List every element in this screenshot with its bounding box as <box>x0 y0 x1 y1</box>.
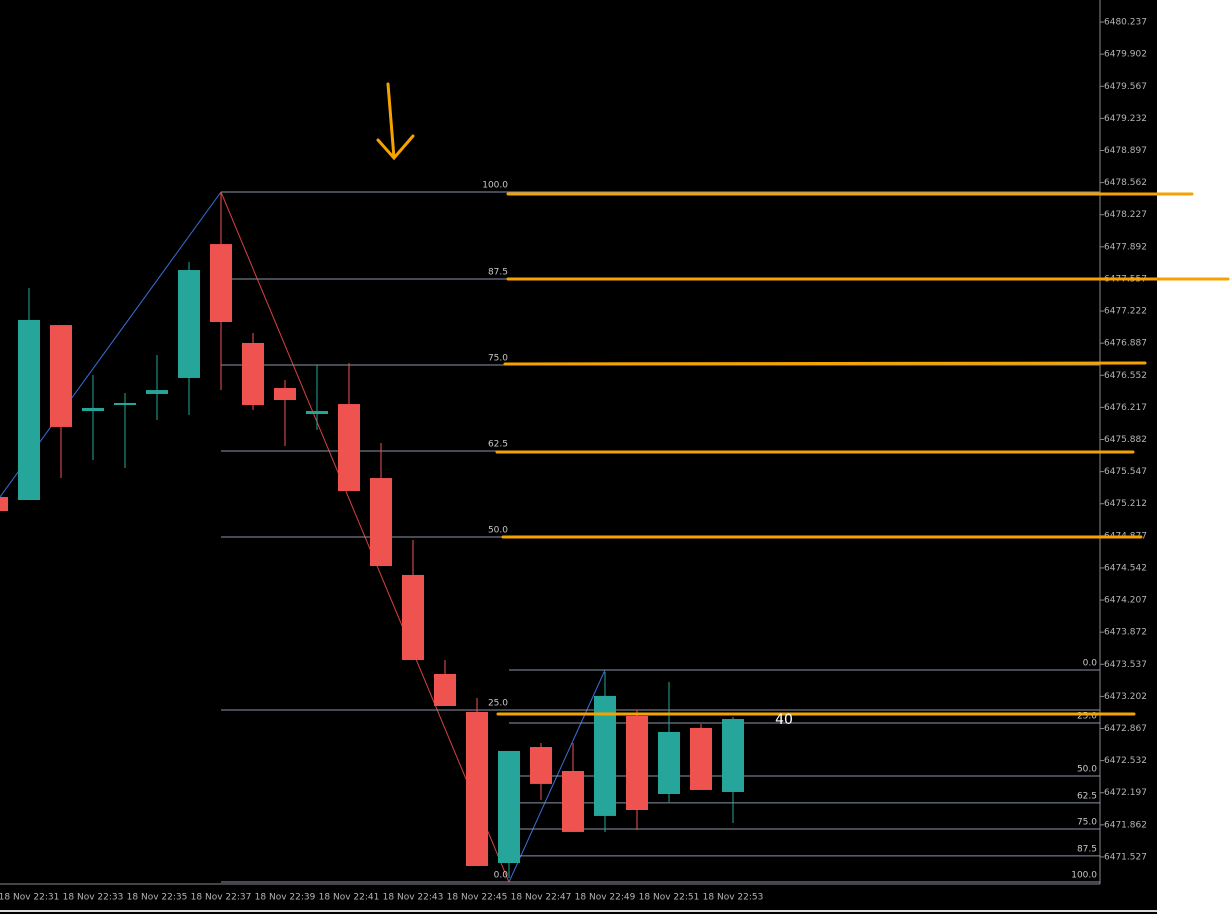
annotations: 40 <box>376 82 1230 728</box>
y-tick-label: 6476.887 <box>1104 339 1147 349</box>
y-tick-label: 6478.897 <box>1104 146 1147 156</box>
fib-label: 0.0 <box>1083 658 1098 668</box>
x-tick-label: 18 Nov 22:41 <box>319 893 380 903</box>
y-tick-label: 6471.527 <box>1104 852 1147 862</box>
candle-body <box>18 319 40 500</box>
fib-label: 100.0 <box>482 181 508 191</box>
candle-body <box>338 404 360 491</box>
y-tick-label: 6474.207 <box>1104 596 1147 606</box>
fib-label: 50.0 <box>488 525 508 535</box>
candle-body <box>242 342 264 405</box>
candle-body <box>594 695 616 816</box>
y-tick-label: 6475.882 <box>1104 435 1147 445</box>
x-tick-label: 18 Nov 22:43 <box>383 893 444 903</box>
y-tick-label: 6476.217 <box>1104 403 1147 413</box>
candle-body <box>306 411 328 415</box>
x-tick-label: 18 Nov 22:53 <box>703 893 764 903</box>
candle-body <box>530 747 552 784</box>
x-tick-label: 18 Nov 22:35 <box>127 893 188 903</box>
candle-body <box>690 727 712 790</box>
fib-label: 87.5 <box>488 268 508 278</box>
y-tick-label: 6473.872 <box>1104 628 1147 638</box>
fib-label: 0.0 <box>494 870 509 880</box>
chart-background <box>0 0 1157 914</box>
y-tick-label: 6474.542 <box>1104 563 1147 573</box>
y-tick-label: 6475.212 <box>1104 499 1147 509</box>
y-tick-label: 6478.562 <box>1104 178 1147 188</box>
candle-body <box>274 388 296 401</box>
candle-body <box>466 711 488 866</box>
fib-label: 87.5 <box>1077 844 1097 854</box>
candle-body <box>658 731 680 794</box>
fib-label: 50.0 <box>1077 764 1097 774</box>
y-tick-label: 6477.892 <box>1104 242 1147 252</box>
y-tick-label: 6476.552 <box>1104 371 1147 381</box>
y-tick-label: 6475.547 <box>1104 467 1147 477</box>
candle-body <box>562 770 584 832</box>
fib-label: 25.0 <box>1077 711 1097 721</box>
candle-body <box>722 719 744 792</box>
candle-body <box>146 390 168 394</box>
y-tick-label: 6471.862 <box>1104 820 1147 830</box>
candle-body <box>434 673 456 706</box>
annotation-text: 40 <box>775 712 793 728</box>
candle-body <box>0 497 8 512</box>
candle-body <box>210 244 232 322</box>
y-tick-label: 6472.867 <box>1104 724 1147 734</box>
candle-body <box>178 270 200 378</box>
x-tick-label: 18 Nov 22:51 <box>639 893 700 903</box>
candle-body <box>82 407 104 412</box>
fib-label: 62.5 <box>1077 791 1097 801</box>
y-tick-label: 6479.567 <box>1104 82 1147 92</box>
x-tick-label: 18 Nov 22:31 <box>0 893 59 903</box>
candle-body <box>114 402 136 405</box>
y-tick-label: 6473.537 <box>1104 660 1147 670</box>
fib-label: 100.0 <box>1071 870 1097 880</box>
y-tick-label: 6472.532 <box>1104 756 1147 766</box>
y-tick-label: 6478.227 <box>1104 210 1147 220</box>
y-tick-label: 6472.197 <box>1104 788 1147 798</box>
x-tick-label: 18 Nov 22:49 <box>575 893 636 903</box>
candle-body <box>498 750 520 864</box>
marker-line <box>503 361 1147 366</box>
arrow <box>376 82 415 161</box>
candle-body <box>402 574 424 660</box>
x-tick-label: 18 Nov 22:37 <box>191 893 252 903</box>
x-tick-label: 18 Nov 22:39 <box>255 893 316 903</box>
y-tick-label: 6480.237 <box>1104 18 1147 28</box>
candle-body <box>50 325 72 427</box>
x-tick-label: 18 Nov 22:47 <box>511 893 572 903</box>
x-tick-label: 18 Nov 22:45 <box>447 893 508 903</box>
fib-label: 75.0 <box>488 354 508 364</box>
y-tick-label: 6479.232 <box>1104 114 1147 124</box>
candle-body <box>370 478 392 567</box>
candle-body <box>626 715 648 810</box>
fib-label: 25.0 <box>488 699 508 709</box>
x-tick-label: 18 Nov 22:33 <box>63 893 124 903</box>
y-tick-label: 6477.222 <box>1104 307 1147 317</box>
fib-label: 75.0 <box>1077 817 1097 827</box>
y-tick-label: 6473.202 <box>1104 692 1147 702</box>
y-tick-label: 6479.902 <box>1104 50 1147 60</box>
fib-label: 62.5 <box>488 440 508 450</box>
